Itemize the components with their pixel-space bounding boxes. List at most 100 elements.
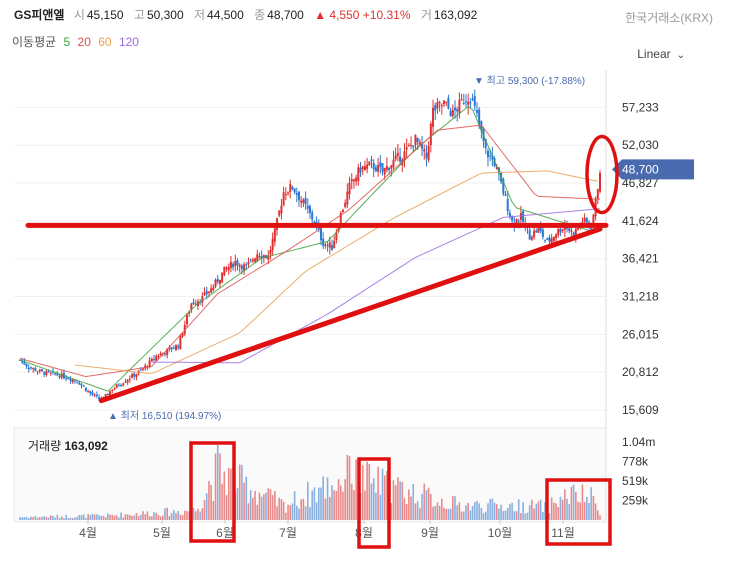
candle-body	[78, 382, 81, 385]
volume-bar	[350, 483, 353, 520]
volume-bar	[544, 502, 546, 520]
candle-body	[293, 188, 296, 193]
candle-body	[548, 237, 551, 242]
candle-body	[278, 210, 281, 216]
candle-body	[73, 380, 76, 382]
candle-body	[142, 368, 145, 370]
candle-body	[84, 387, 87, 391]
ma-legend-label: 이동평균	[12, 35, 57, 49]
scale-select[interactable]: Linear ⌄	[637, 47, 685, 61]
candle-body	[203, 292, 206, 295]
volume-bar	[302, 498, 305, 520]
volume-bar	[100, 515, 103, 520]
volume-bar	[502, 511, 505, 520]
volume-bar	[377, 466, 379, 520]
volume-bar	[135, 513, 138, 520]
candle-body	[566, 227, 569, 229]
volume-bar	[583, 501, 586, 520]
volume-bar	[513, 511, 516, 520]
volume-bar	[414, 503, 417, 520]
ma-5-label[interactable]: 5	[63, 35, 71, 49]
candle-body	[168, 347, 171, 349]
candle-body	[502, 179, 505, 194]
candle-body	[45, 370, 48, 376]
ma-20-label[interactable]: 20	[77, 35, 91, 49]
price-header: GS피앤엘 시 45,150 고 50,300 저 44,500 종 48,700 ▲ …	[14, 6, 484, 23]
candle-body	[67, 377, 70, 380]
price-tick-label: 26,015	[622, 327, 659, 341]
volume-bar	[30, 516, 32, 520]
volume-bar	[342, 491, 344, 520]
candle-body	[368, 161, 371, 165]
candle-body	[221, 272, 224, 283]
candle-body	[491, 155, 494, 160]
volume-bar	[491, 498, 494, 520]
candle-body	[291, 186, 294, 189]
volume-bar	[249, 490, 252, 520]
price-tick-label: 36,421	[622, 252, 659, 266]
candle-body	[43, 372, 46, 375]
volume-bar	[307, 481, 309, 520]
volume-bar	[74, 517, 76, 520]
candle-body	[238, 264, 241, 267]
volume-bar	[423, 483, 426, 520]
candle-body	[58, 375, 61, 378]
volume-bar	[219, 453, 221, 520]
candle-body	[544, 239, 547, 241]
volume-bar	[542, 511, 544, 520]
volume-bar	[140, 514, 142, 520]
volume-bar	[205, 493, 208, 520]
candle-body	[451, 109, 454, 116]
candle-body	[559, 228, 562, 233]
volume-bar	[331, 485, 333, 520]
candle-body	[372, 163, 375, 170]
candle-body	[350, 179, 353, 182]
volume-bar	[443, 507, 445, 520]
candle-body	[245, 264, 248, 266]
candle-body	[273, 228, 276, 242]
volume-bar	[454, 496, 456, 520]
candle-body	[181, 333, 184, 337]
candle-body	[135, 374, 138, 378]
volume-bar	[500, 504, 502, 520]
volume-bar	[54, 517, 56, 520]
volume-bar	[531, 499, 533, 520]
volume-bar	[129, 514, 131, 520]
volume-bar	[177, 511, 179, 520]
volume-bar	[271, 495, 274, 520]
candle-body	[302, 199, 305, 203]
volume-bar	[535, 503, 538, 520]
volume-bar	[287, 504, 289, 520]
volume-bar	[575, 491, 577, 520]
candle-body	[563, 225, 566, 231]
annotation-ellipse	[585, 134, 619, 215]
volume-bar	[337, 479, 340, 520]
volume-bar	[381, 468, 384, 520]
volume-bar	[183, 510, 186, 520]
candle-body	[109, 391, 112, 396]
volume-bar	[469, 510, 472, 520]
candle-body	[330, 245, 333, 251]
candle-body	[377, 165, 380, 172]
candle-body	[251, 259, 254, 262]
volume-bar	[25, 517, 28, 520]
volume-bar	[210, 485, 212, 520]
volume-bar	[247, 503, 250, 520]
candle-body	[473, 96, 476, 107]
candle-body	[150, 358, 153, 361]
high-marker-label: ▼ 최고 59,300 (-17.88%)	[474, 75, 585, 87]
candle-body	[370, 159, 373, 162]
ma-120-label[interactable]: 120	[118, 35, 139, 49]
candle-body	[374, 167, 377, 172]
candle-body	[309, 205, 311, 213]
candle-body	[478, 109, 481, 125]
candle-body	[269, 249, 272, 255]
candle-body	[210, 288, 213, 293]
candle-body	[535, 230, 538, 233]
ma-60-label[interactable]: 60	[98, 35, 112, 49]
volume-bar	[245, 476, 248, 520]
close-value: 48,700	[267, 8, 304, 22]
volume-bar	[506, 507, 509, 520]
candle-body	[599, 173, 601, 192]
